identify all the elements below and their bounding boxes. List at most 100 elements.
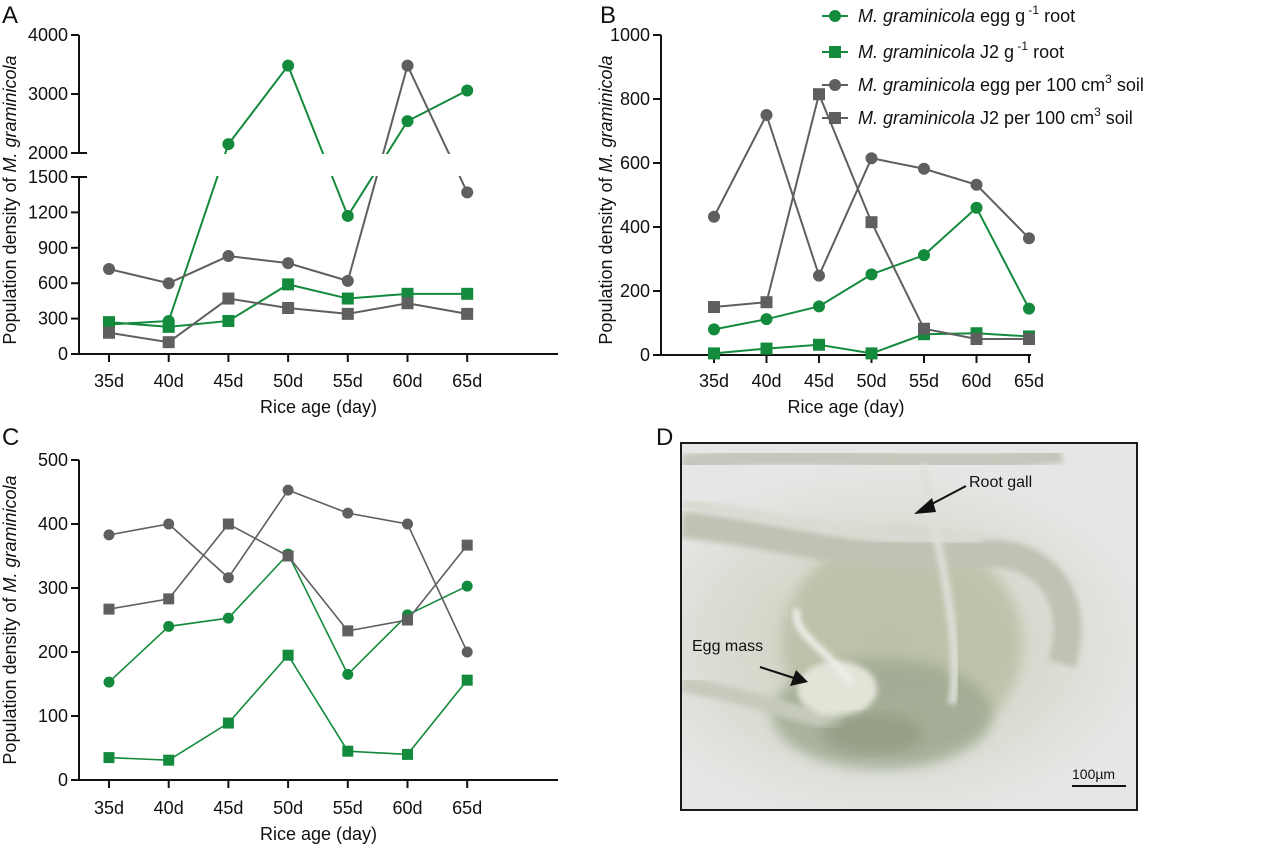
data-point-circle — [282, 257, 295, 270]
data-point-circle — [222, 572, 234, 584]
data-point-square — [282, 550, 294, 562]
micrograph-panel-d: Root gall Egg mass 100µm — [680, 442, 1138, 811]
data-point-square — [342, 745, 354, 757]
x-tick-label: 35d — [94, 798, 124, 818]
x-tick-label: 65d — [1014, 371, 1044, 391]
data-point-circle — [708, 323, 720, 336]
y-tick-label: 500 — [38, 450, 68, 470]
legend: M. graminicola egg g -1 root M. graminico… — [822, 3, 1144, 128]
root-strand — [682, 510, 1082, 668]
x-tick-label: 45d — [213, 798, 243, 818]
y-tick-label: 200 — [38, 642, 68, 662]
series-line — [108, 489, 468, 653]
data-point-circle — [829, 10, 841, 22]
data-point-square — [918, 322, 930, 335]
data-point-square — [162, 320, 175, 333]
legend-label: M. graminicola egg g -1 root — [858, 3, 1075, 26]
data-point-circle — [401, 59, 414, 72]
y-tick-label: 3000 — [28, 84, 68, 104]
data-point-circle — [341, 274, 354, 287]
data-point-square — [1023, 333, 1035, 345]
x-tick-label: 40d — [751, 371, 781, 391]
data-point-circle — [970, 201, 983, 214]
x-tick-label: 45d — [804, 371, 834, 391]
root-hair — [792, 608, 855, 687]
data-point-circle — [342, 507, 354, 519]
data-point-square — [865, 216, 878, 229]
y-tick-label: 200 — [620, 281, 650, 301]
x-tick-label: 40d — [154, 371, 184, 391]
panel-label-c: C — [2, 424, 20, 451]
x-tick-label: 55d — [909, 371, 939, 391]
egg-mass-blob — [797, 661, 877, 717]
data-point-square — [282, 278, 295, 291]
data-point-square — [342, 625, 354, 637]
data-point-circle — [813, 300, 825, 313]
x-tick-label: 40d — [154, 798, 184, 818]
data-point-circle — [461, 186, 474, 199]
y-tick-label: 0 — [58, 770, 68, 790]
data-point-square — [402, 748, 413, 760]
y-axis-label: Population density of M. graminicola — [596, 55, 616, 344]
y-axis-label: Population density of M. graminicola — [0, 475, 20, 764]
y-tick-label: 0 — [58, 344, 68, 364]
data-point-circle — [918, 249, 930, 262]
x-tick-label: 65d — [452, 798, 482, 818]
data-point-circle — [282, 59, 295, 72]
root-gall-arrowhead — [914, 498, 936, 514]
y-tick-label: 1000 — [610, 25, 650, 45]
data-point-circle — [865, 152, 878, 165]
data-point-square — [402, 614, 413, 626]
data-point-square — [708, 301, 720, 313]
data-point-square — [103, 316, 115, 329]
data-point-circle — [461, 84, 474, 97]
data-point-square — [829, 112, 841, 124]
data-point-square — [461, 287, 474, 300]
data-point-square — [222, 292, 235, 305]
data-point-square — [282, 301, 295, 314]
y-tick-label: 400 — [620, 217, 650, 237]
data-point-square — [103, 752, 115, 764]
data-point-square — [222, 518, 234, 530]
data-point-square — [341, 292, 354, 305]
data-point-square — [760, 296, 773, 309]
legend-label: M. graminicola J2 g -1 root — [858, 39, 1064, 62]
y-tick-label: 4000 — [28, 25, 68, 45]
data-point-circle — [760, 109, 773, 121]
series-line — [713, 112, 1030, 279]
data-point-square — [708, 347, 720, 360]
data-point-circle — [813, 269, 825, 282]
y-tick-label: 100 — [38, 706, 68, 726]
scale-bar — [1072, 785, 1126, 787]
data-point-square — [401, 287, 414, 300]
data-point-square — [829, 46, 841, 58]
series-line — [108, 522, 468, 632]
x-tick-label: 35d — [94, 371, 124, 391]
x-tick-label: 50d — [273, 371, 303, 391]
root-strand — [682, 676, 844, 732]
data-point-circle — [103, 529, 115, 541]
chart-panel-a: 0 300 600 900 1200 1500 2000 3000 4000 35d 40d 45d 5… — [0, 25, 568, 417]
data-point-circle — [103, 263, 115, 276]
legend-label: M. graminicola J2 per 100 cm3 soil — [858, 105, 1133, 128]
x-tick-label: 60d — [961, 371, 991, 391]
data-point-square — [222, 717, 234, 729]
root-gall-arrow — [927, 485, 967, 507]
panel-label-b: B — [600, 2, 617, 29]
x-tick-label: 50d — [273, 798, 303, 818]
y-axis-label: Population density of M. graminicola — [0, 55, 20, 344]
y-tick-label: 2000 — [28, 143, 68, 163]
axis-break-gap — [89, 154, 568, 176]
series-line — [108, 552, 468, 683]
x-tick-label: 60d — [392, 798, 422, 818]
legend-item: M. graminicola egg per 100 cm3 soil — [822, 72, 1144, 95]
data-point-circle — [402, 518, 413, 530]
micrograph-image — [682, 445, 1082, 769]
data-point-square — [865, 347, 878, 360]
data-point-square — [461, 307, 474, 320]
data-point-circle — [163, 518, 175, 530]
chart-panel-c: 0 100 200 300 400 500 35d 40d 45d 50d 55d 60d 65d Ric… — [0, 450, 558, 844]
legend-item: M. graminicola J2 g -1 root — [822, 39, 1064, 62]
legend-item: M. graminicola J2 per 100 cm3 soil — [822, 105, 1133, 128]
